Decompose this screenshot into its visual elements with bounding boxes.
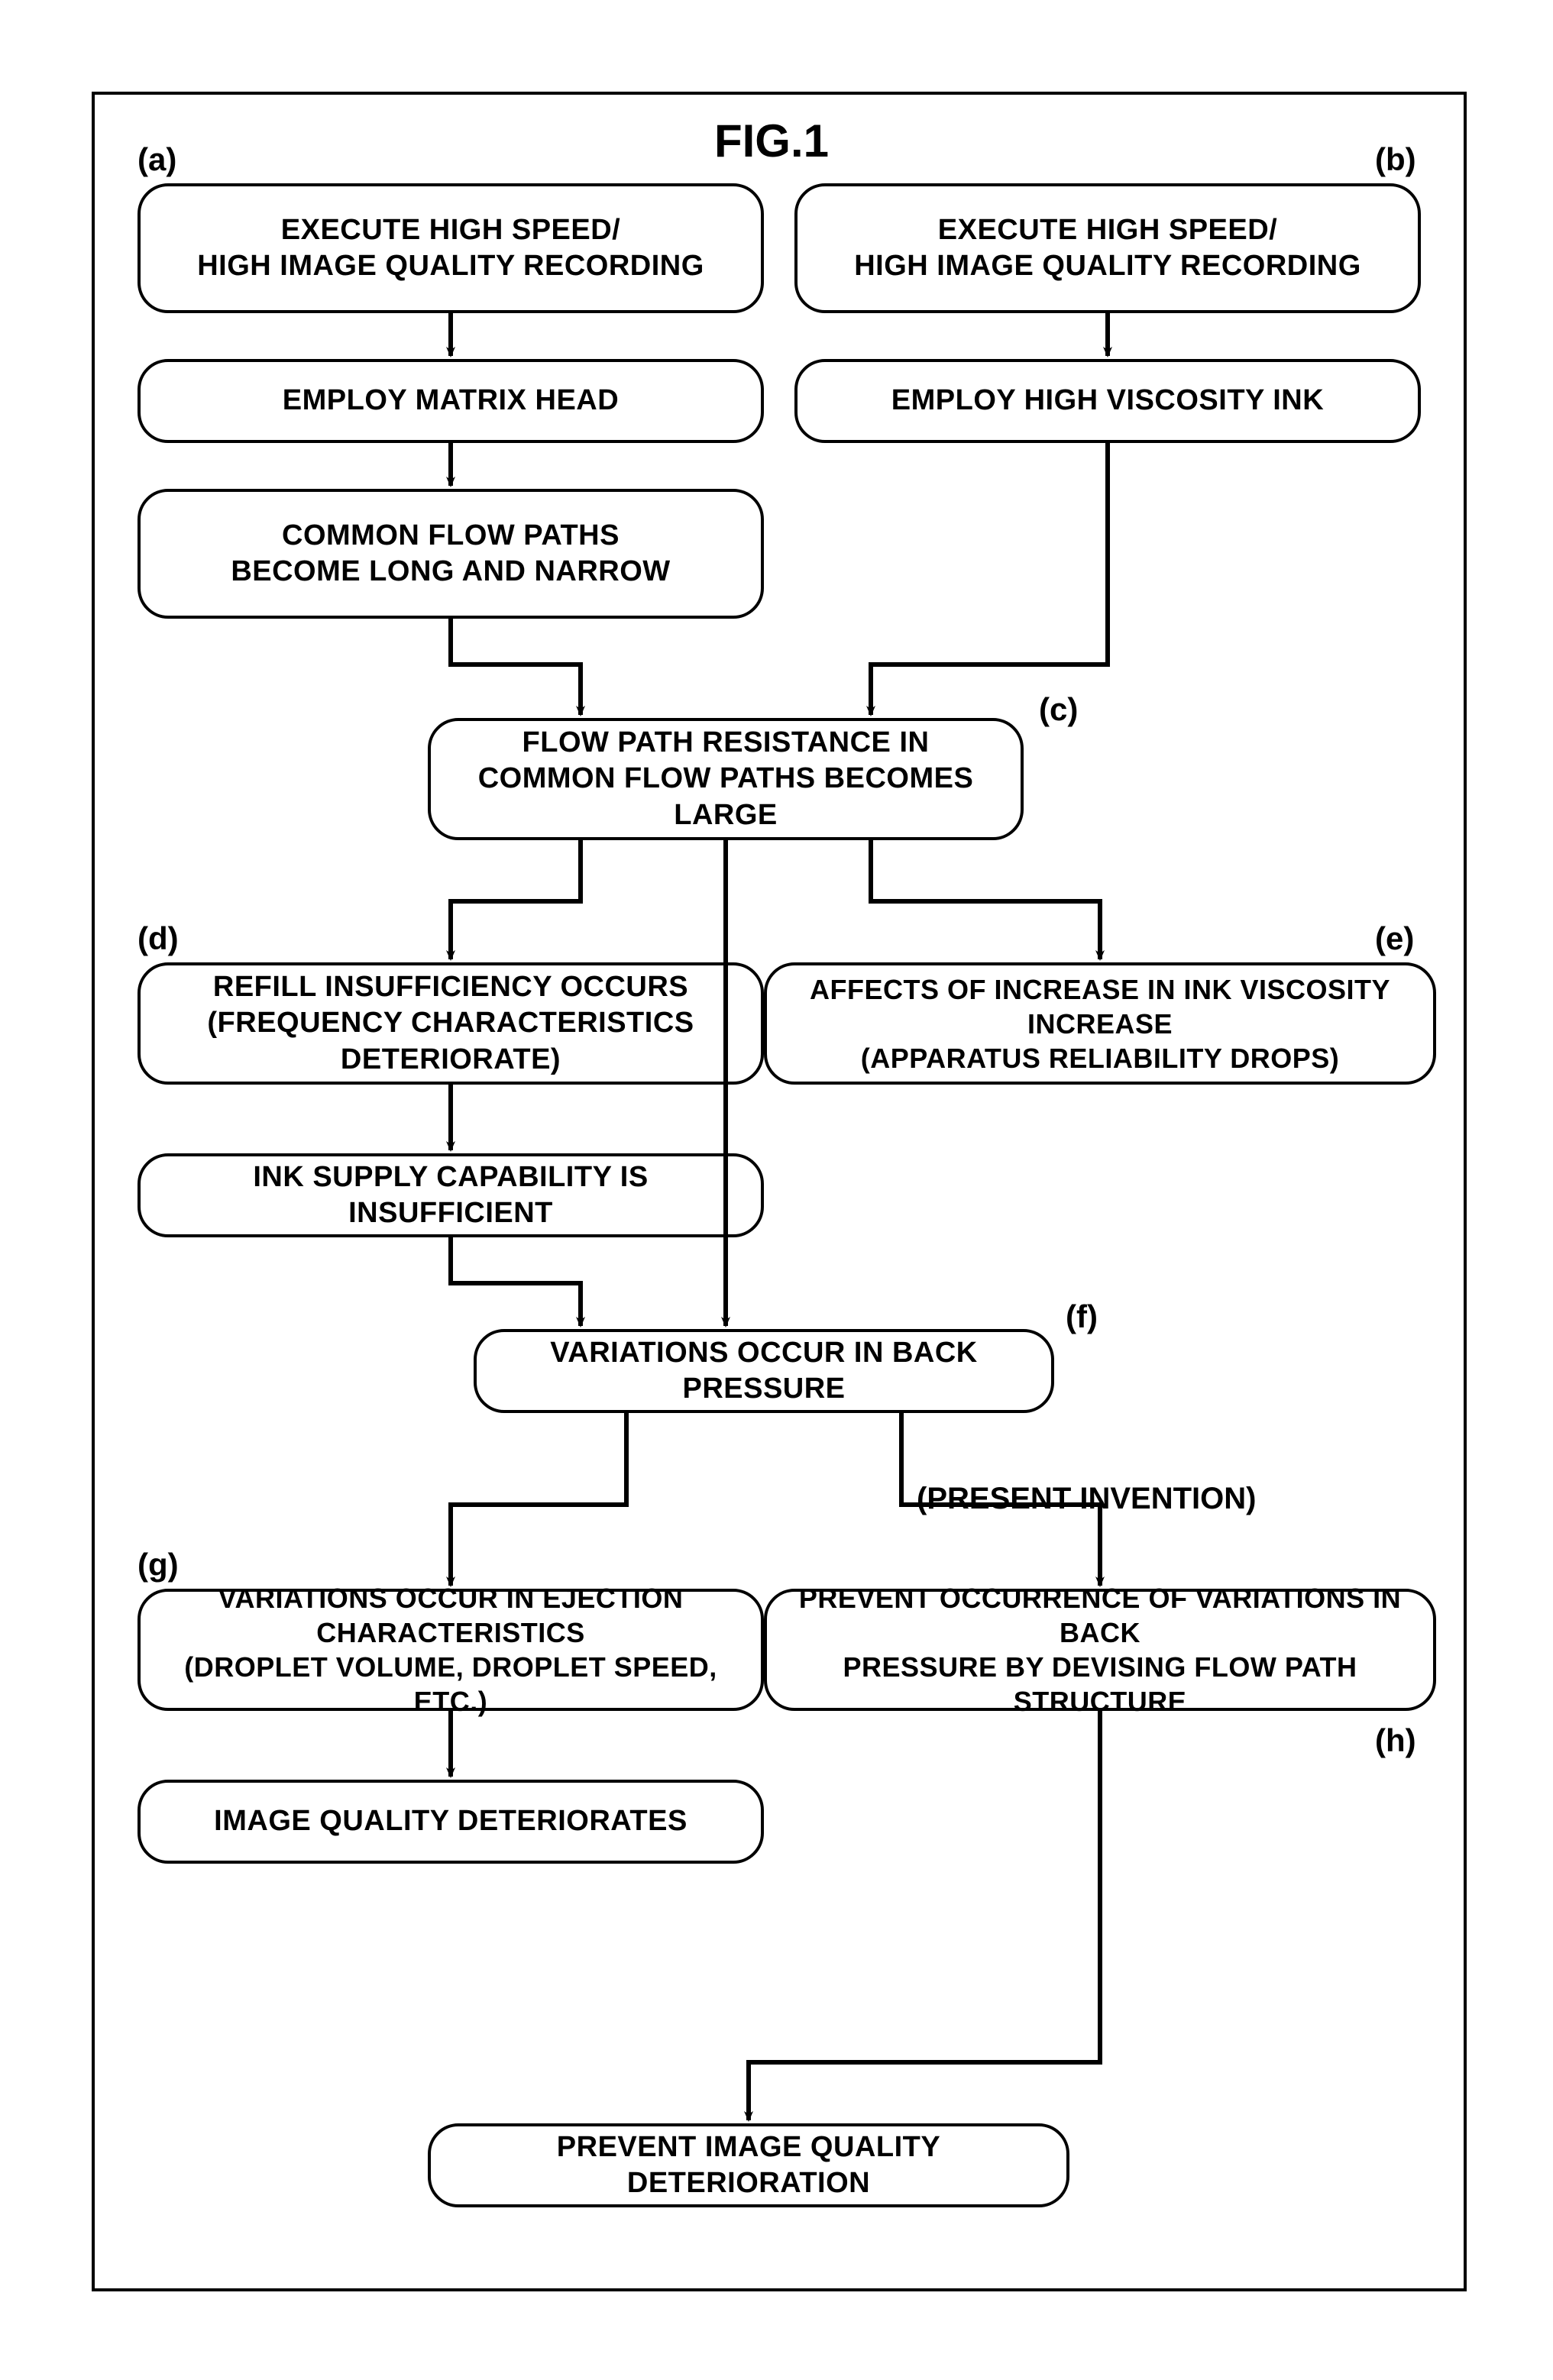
- box-b1: EXECUTE HIGH SPEED/HIGH IMAGE QUALITY RE…: [794, 183, 1421, 313]
- box-a2: EMPLOY MATRIX HEAD: [138, 359, 764, 443]
- box-d2: INK SUPPLY CAPABILITY IS INSUFFICIENT: [138, 1153, 764, 1237]
- box-a1: EXECUTE HIGH SPEED/HIGH IMAGE QUALITY RE…: [138, 183, 764, 313]
- box-g1: VARIATIONS OCCUR IN EJECTION CHARACTERIS…: [138, 1589, 764, 1711]
- tag-c: (c): [1039, 691, 1078, 728]
- page: FIG.1 EXECUTE HIGH SPEED/HIGH IMAGE QUAL…: [0, 0, 1553, 2380]
- tag-d: (d): [138, 920, 179, 957]
- tag-a: (a): [138, 141, 176, 178]
- box-h: PREVENT OCCURRENCE OF VARIATIONS IN BACK…: [764, 1589, 1436, 1711]
- tag-h: (h): [1375, 1722, 1416, 1759]
- box-g2: IMAGE QUALITY DETERIORATES: [138, 1780, 764, 1864]
- box-b2: EMPLOY HIGH VISCOSITY INK: [794, 359, 1421, 443]
- box-c: FLOW PATH RESISTANCE INCOMMON FLOW PATHS…: [428, 718, 1024, 840]
- tag-b: (b): [1375, 141, 1416, 178]
- tag-e: (e): [1375, 920, 1414, 957]
- tag-g: (g): [138, 1547, 179, 1583]
- present-invention-label: (PRESENT INVENTION): [917, 1482, 1256, 1516]
- box-e: AFFECTS OF INCREASE IN INK VISCOSITY INC…: [764, 962, 1436, 1085]
- box-h2: PREVENT IMAGE QUALITY DETERIORATION: [428, 2123, 1069, 2207]
- tag-f: (f): [1066, 1298, 1098, 1335]
- box-f: VARIATIONS OCCUR IN BACK PRESSURE: [474, 1329, 1054, 1413]
- box-d1: REFILL INSUFFICIENCY OCCURS(FREQUENCY CH…: [138, 962, 764, 1085]
- box-a3: COMMON FLOW PATHSBECOME LONG AND NARROW: [138, 489, 764, 619]
- figure-label: FIG.1: [672, 115, 871, 167]
